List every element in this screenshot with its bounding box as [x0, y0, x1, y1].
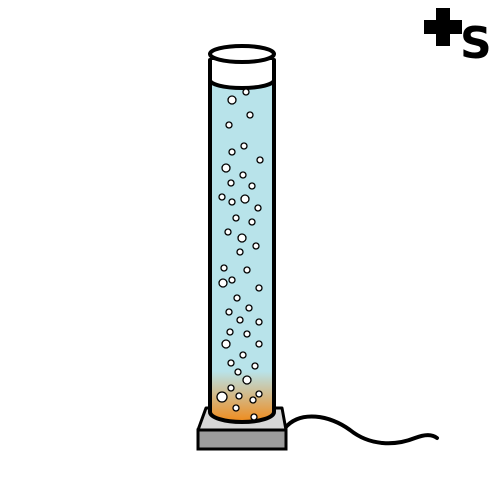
bubble	[232, 404, 240, 412]
plus-s-logo-icon: S	[424, 8, 496, 72]
bubble	[242, 375, 252, 385]
power-cable	[283, 414, 439, 446]
bubble	[245, 304, 253, 312]
bubble	[250, 413, 258, 421]
bubble	[239, 351, 247, 359]
bubble	[235, 392, 243, 400]
logo-letter: S	[460, 18, 492, 69]
bubble	[239, 171, 247, 179]
bubble	[255, 284, 263, 292]
bubble	[248, 218, 256, 226]
bubble	[240, 194, 250, 204]
bubble	[227, 384, 235, 392]
bubble	[221, 339, 231, 349]
bubble	[220, 264, 228, 272]
bubble	[216, 391, 228, 403]
bubble	[226, 328, 234, 336]
lamp-base-front	[196, 428, 288, 451]
bubble	[248, 182, 256, 190]
bubble	[227, 95, 237, 105]
bubble	[224, 228, 232, 236]
bubble	[234, 368, 242, 376]
bubble	[255, 340, 263, 348]
bubble	[218, 193, 226, 201]
plus-icon	[424, 8, 462, 46]
bubble	[243, 330, 251, 338]
bubble	[249, 396, 257, 404]
bubble	[218, 278, 228, 288]
bubble	[228, 198, 236, 206]
bubble	[228, 148, 236, 156]
bubble	[227, 359, 235, 367]
bubble	[255, 318, 263, 326]
bubble	[228, 276, 236, 284]
bubble	[256, 156, 264, 164]
bubble	[246, 111, 254, 119]
bubble	[237, 233, 247, 243]
bubble	[236, 316, 244, 324]
bubble	[233, 294, 241, 302]
tube-cap-rim	[208, 60, 276, 90]
bubble	[242, 88, 250, 96]
bubble	[225, 121, 233, 129]
bubble	[243, 266, 251, 274]
bubbles-group	[216, 88, 264, 421]
bubble	[252, 242, 260, 250]
bubble	[254, 204, 262, 212]
bubble	[221, 163, 231, 173]
bubble	[255, 390, 263, 398]
tube-cap-top	[208, 44, 276, 64]
bubble	[236, 248, 244, 256]
bubble	[227, 179, 235, 187]
bubble	[225, 308, 233, 316]
bubble	[251, 362, 259, 370]
bubble	[232, 214, 240, 222]
bubble	[240, 142, 248, 150]
